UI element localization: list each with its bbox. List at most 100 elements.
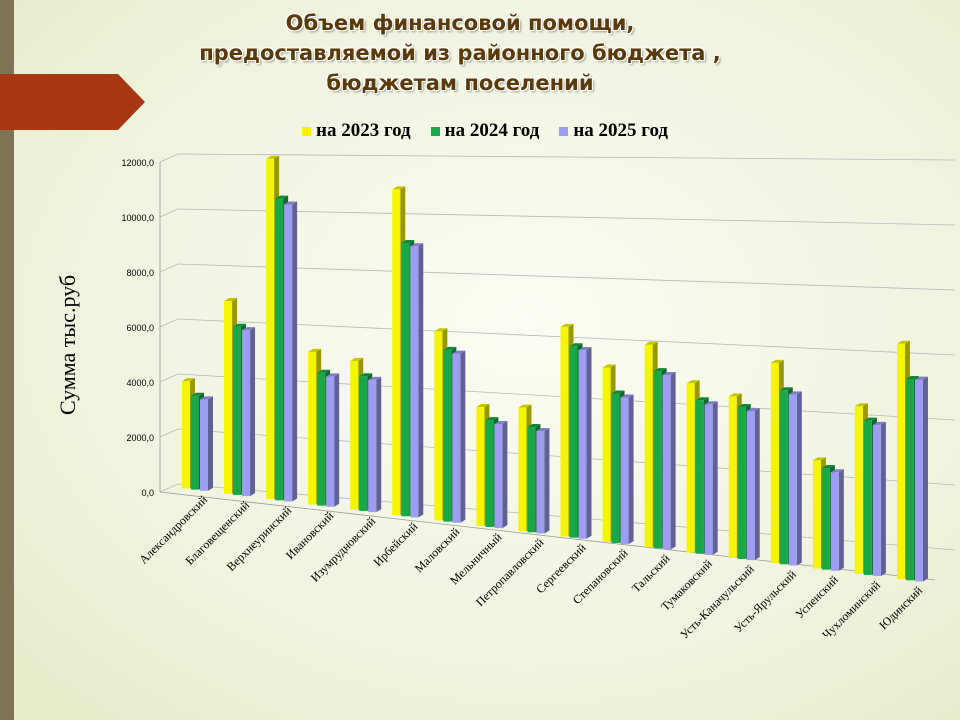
bar-side [670, 372, 676, 550]
bar-top [191, 392, 204, 396]
bar-top [494, 420, 508, 424]
bar [308, 351, 317, 505]
bar-top [275, 195, 289, 199]
bar-top [401, 239, 415, 243]
gridline-side [159, 263, 179, 273]
bar [359, 376, 368, 511]
gridline-side [159, 208, 179, 218]
legend-label-2023: на 2023 год [316, 120, 411, 141]
bar-top [518, 404, 532, 408]
bar-top [602, 364, 616, 368]
bar [518, 407, 527, 532]
bar-top [242, 327, 256, 331]
bar-top [779, 387, 793, 391]
bar [452, 353, 461, 523]
bar-top [200, 396, 213, 400]
bar [182, 381, 190, 489]
bar [746, 411, 755, 561]
legend-key-2023 [302, 126, 311, 136]
bar-top [872, 421, 886, 425]
bar [191, 395, 199, 490]
bar-top [182, 378, 195, 382]
x-axis-line [159, 491, 936, 581]
gridline [177, 263, 956, 291]
bar-top [686, 380, 700, 384]
bar [872, 424, 881, 577]
bar [686, 383, 695, 553]
bar [401, 242, 410, 517]
bar [224, 300, 233, 494]
bar [821, 468, 830, 570]
bar-top [905, 375, 919, 379]
bar [644, 344, 653, 548]
bar-side [586, 346, 592, 539]
legend-key-2025 [559, 126, 569, 136]
bar-top [788, 391, 802, 395]
gridline-side [159, 483, 179, 493]
bar-top [914, 376, 928, 380]
bar [410, 246, 419, 518]
bar [578, 349, 587, 539]
bar [695, 400, 704, 554]
bar [326, 376, 335, 507]
legend-item-2025: на 2025 год [559, 120, 668, 142]
bar [443, 349, 452, 522]
bar [779, 390, 788, 565]
bar-top [560, 323, 574, 327]
title-line-2: предоставляемой из районного бюджета , [199, 41, 721, 65]
bar [536, 430, 545, 534]
bar-top [527, 424, 541, 428]
x-tick-label: Успенский [792, 572, 841, 621]
bar [266, 158, 275, 500]
bar-top [704, 401, 718, 405]
bar-side [922, 376, 928, 582]
bar [560, 326, 569, 537]
bar-side [544, 427, 550, 534]
y-tick-label: 10000,0 [121, 213, 154, 223]
bar-side [460, 350, 466, 523]
left-decorative-strip [0, 0, 14, 720]
y-tick-label: 4000,0 [126, 378, 154, 388]
bar [368, 379, 377, 513]
bar [788, 394, 797, 566]
gridline-side [159, 373, 179, 383]
bar [476, 407, 485, 526]
bar [854, 406, 863, 574]
bar-top [443, 346, 457, 350]
bar-side [292, 201, 298, 502]
bar [611, 393, 620, 543]
bar-side [208, 396, 213, 491]
chart-title: Объем финансовой помощи, предоставляемой… [150, 8, 770, 98]
bar [770, 362, 779, 564]
bar-side [250, 327, 256, 497]
bar-top [611, 390, 625, 394]
bar-top [896, 340, 910, 344]
bar-top [746, 408, 760, 412]
bar [653, 371, 662, 549]
gridline-side [159, 428, 179, 438]
gridline [177, 153, 956, 161]
bar [602, 367, 611, 542]
bar-top [620, 394, 634, 398]
bar-side [712, 401, 718, 555]
y-tick-label: 12000,0 [121, 158, 154, 168]
bar-side [880, 421, 886, 577]
chart-legend: на 2023 год на 2024 год на 2025 год [302, 120, 668, 142]
gridline [177, 208, 956, 226]
title-line-1: Объем финансовой помощи, [285, 11, 635, 35]
bar [737, 406, 746, 559]
x-tick-label: Ирбейский [371, 519, 421, 569]
bar-top [485, 417, 499, 421]
bar-top [536, 427, 550, 431]
bar [914, 379, 923, 582]
bar [896, 343, 905, 580]
bar-top [863, 417, 877, 421]
bar [275, 198, 284, 501]
bar-side [376, 376, 382, 513]
bar-side [502, 420, 508, 529]
bar [233, 326, 242, 495]
bar-top [359, 373, 373, 377]
bar-top [392, 186, 406, 190]
y-tick-label: 0,0 [141, 488, 154, 498]
